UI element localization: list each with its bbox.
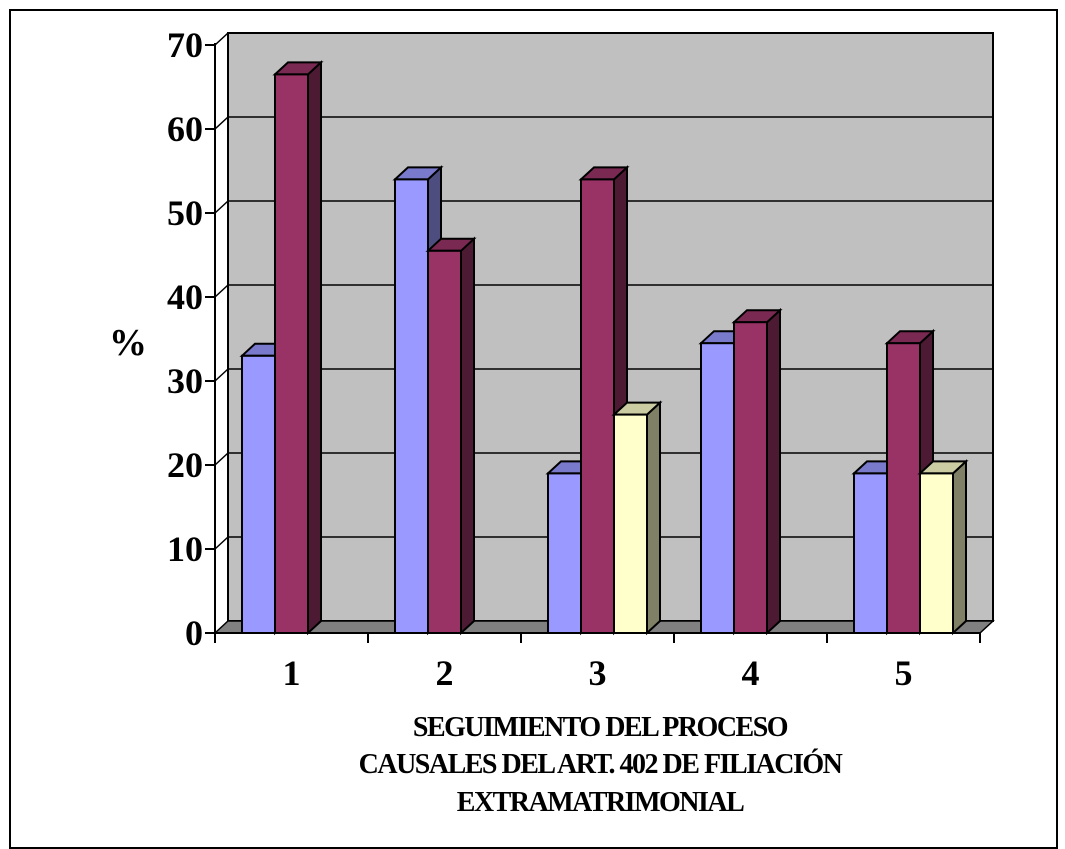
bar xyxy=(733,321,768,634)
y-tick-label: 10 xyxy=(167,529,203,569)
gridline-side xyxy=(214,32,229,46)
bar xyxy=(853,472,888,634)
gridline-side xyxy=(214,200,229,214)
bar-side xyxy=(646,400,661,636)
bar xyxy=(700,342,735,634)
bar-side xyxy=(766,307,781,636)
bar-side xyxy=(952,459,967,636)
bar xyxy=(919,472,954,634)
x-tick-label: 1 xyxy=(283,653,301,693)
y-axis-label: % xyxy=(109,322,147,364)
y-tick-label: 20 xyxy=(167,445,203,485)
bar xyxy=(613,413,648,634)
x-axis-title-line-3: EXTRAMATRIMONIAL xyxy=(457,787,744,818)
gridline-side xyxy=(214,116,229,130)
y-tick-label: 30 xyxy=(167,361,203,401)
x-axis-title-line-1: SEGUIMIENTO DEL PROCESO xyxy=(413,712,788,743)
x-tick-label: 2 xyxy=(436,653,454,693)
gridline-side xyxy=(214,284,229,298)
bar-side xyxy=(307,60,322,636)
y-tick-label: 40 xyxy=(167,277,203,317)
plot-area: 0 10 20 30 40 50 60 70 1 2 3 4 5 xyxy=(167,25,995,693)
y-tick-label: 0 xyxy=(185,613,203,653)
bar xyxy=(241,354,276,634)
y-tick-label: 60 xyxy=(167,109,203,149)
bar xyxy=(394,178,429,634)
bar xyxy=(547,472,582,634)
bar xyxy=(427,249,462,635)
y-tick-label: 70 xyxy=(167,25,203,65)
x-tick-label: 4 xyxy=(742,653,760,693)
bar-side xyxy=(460,236,475,636)
gridline-side xyxy=(214,368,229,382)
bar xyxy=(274,73,309,634)
bar xyxy=(886,342,921,634)
x-tick-label: 3 xyxy=(589,653,607,693)
gridline-side xyxy=(214,452,229,466)
x-tick-label: 5 xyxy=(895,653,913,693)
x-axis-title-line-2: CAUSALES DEL ART. 402 DE FILIACIÓN xyxy=(359,749,843,780)
bar xyxy=(580,178,615,634)
y-tick-label: 50 xyxy=(167,193,203,233)
gridline-side xyxy=(214,536,229,550)
